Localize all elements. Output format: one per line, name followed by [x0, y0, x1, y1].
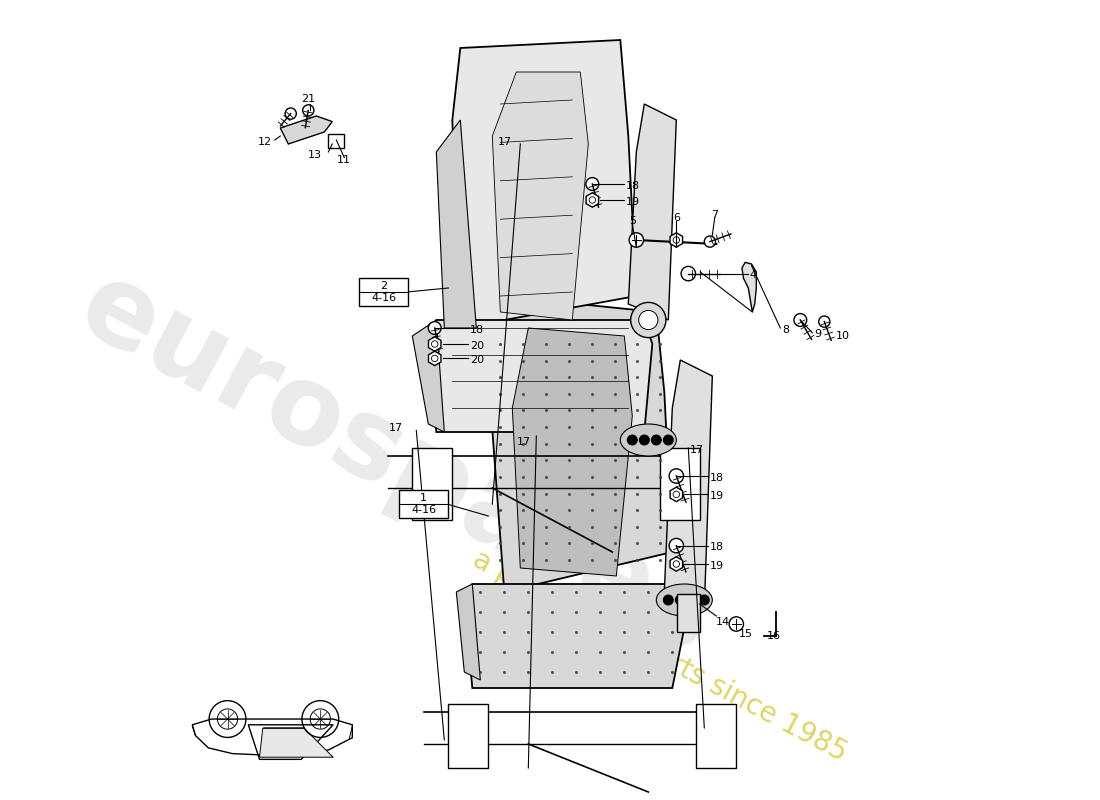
- Text: 1: 1: [420, 493, 427, 503]
- Circle shape: [688, 595, 697, 605]
- Circle shape: [630, 302, 666, 338]
- Circle shape: [704, 236, 715, 247]
- Text: 18: 18: [710, 473, 724, 482]
- Circle shape: [590, 197, 595, 203]
- Polygon shape: [670, 233, 683, 247]
- Text: 5: 5: [629, 216, 636, 226]
- Circle shape: [669, 469, 683, 483]
- FancyBboxPatch shape: [398, 490, 449, 518]
- Text: 17: 17: [517, 437, 530, 446]
- Circle shape: [285, 108, 296, 119]
- Circle shape: [669, 538, 683, 553]
- Text: 18: 18: [710, 542, 724, 552]
- Polygon shape: [452, 40, 636, 328]
- Polygon shape: [664, 360, 713, 608]
- Text: 20: 20: [470, 355, 484, 365]
- Text: 19: 19: [710, 491, 724, 501]
- Text: 15: 15: [739, 629, 752, 638]
- Circle shape: [663, 435, 673, 445]
- Text: 11: 11: [338, 155, 351, 165]
- Polygon shape: [412, 448, 452, 520]
- Ellipse shape: [620, 424, 676, 456]
- Polygon shape: [493, 72, 588, 320]
- Polygon shape: [513, 328, 632, 576]
- Text: 6: 6: [673, 214, 680, 223]
- Circle shape: [673, 561, 680, 567]
- Circle shape: [663, 595, 673, 605]
- Circle shape: [639, 310, 658, 330]
- FancyBboxPatch shape: [359, 278, 408, 306]
- Circle shape: [651, 435, 661, 445]
- Text: 16: 16: [767, 631, 781, 641]
- Text: 13: 13: [308, 150, 321, 160]
- Circle shape: [794, 314, 806, 326]
- Circle shape: [673, 237, 680, 243]
- Polygon shape: [628, 104, 676, 320]
- Text: 8: 8: [782, 325, 789, 334]
- Circle shape: [818, 316, 829, 327]
- Text: eurospares: eurospares: [60, 252, 732, 676]
- Circle shape: [431, 341, 438, 347]
- Text: 4-16: 4-16: [411, 505, 436, 515]
- Circle shape: [700, 595, 710, 605]
- Circle shape: [675, 595, 685, 605]
- Circle shape: [302, 105, 313, 116]
- Polygon shape: [280, 116, 332, 144]
- Text: 18: 18: [470, 325, 484, 334]
- Circle shape: [673, 491, 680, 498]
- Text: 18: 18: [626, 181, 640, 190]
- Text: 2: 2: [379, 281, 387, 291]
- Text: 4: 4: [750, 270, 757, 280]
- Text: 17: 17: [388, 423, 403, 433]
- Text: a passion for parts since 1985: a passion for parts since 1985: [469, 545, 852, 767]
- Text: 7: 7: [712, 210, 718, 220]
- Text: 17: 17: [690, 445, 704, 454]
- Polygon shape: [488, 296, 672, 592]
- Circle shape: [681, 266, 695, 281]
- Polygon shape: [660, 448, 701, 520]
- Polygon shape: [260, 728, 333, 757]
- Text: 4-16: 4-16: [371, 293, 396, 303]
- Polygon shape: [456, 584, 481, 680]
- Circle shape: [627, 435, 637, 445]
- Polygon shape: [412, 320, 444, 432]
- Text: 19: 19: [626, 197, 640, 206]
- Text: 9: 9: [814, 330, 821, 339]
- Circle shape: [729, 617, 744, 631]
- Circle shape: [639, 435, 649, 445]
- Polygon shape: [696, 704, 736, 768]
- Ellipse shape: [657, 584, 713, 616]
- Polygon shape: [429, 337, 441, 351]
- Polygon shape: [428, 320, 652, 432]
- Circle shape: [428, 322, 441, 334]
- Text: 20: 20: [470, 341, 484, 350]
- Bar: [678, 594, 700, 632]
- Text: 17: 17: [497, 138, 512, 147]
- Circle shape: [431, 355, 438, 362]
- Circle shape: [629, 233, 644, 247]
- Polygon shape: [449, 704, 488, 768]
- Polygon shape: [437, 120, 476, 328]
- Text: 21: 21: [301, 94, 316, 104]
- Polygon shape: [670, 557, 683, 571]
- Polygon shape: [328, 134, 344, 148]
- Text: 12: 12: [258, 138, 273, 147]
- Polygon shape: [586, 193, 598, 207]
- Circle shape: [586, 178, 598, 190]
- Polygon shape: [464, 584, 689, 688]
- Text: 14: 14: [716, 618, 730, 627]
- Polygon shape: [741, 262, 757, 312]
- Polygon shape: [670, 487, 683, 502]
- Text: 19: 19: [710, 561, 724, 570]
- Text: 10: 10: [836, 331, 850, 341]
- Polygon shape: [429, 351, 441, 366]
